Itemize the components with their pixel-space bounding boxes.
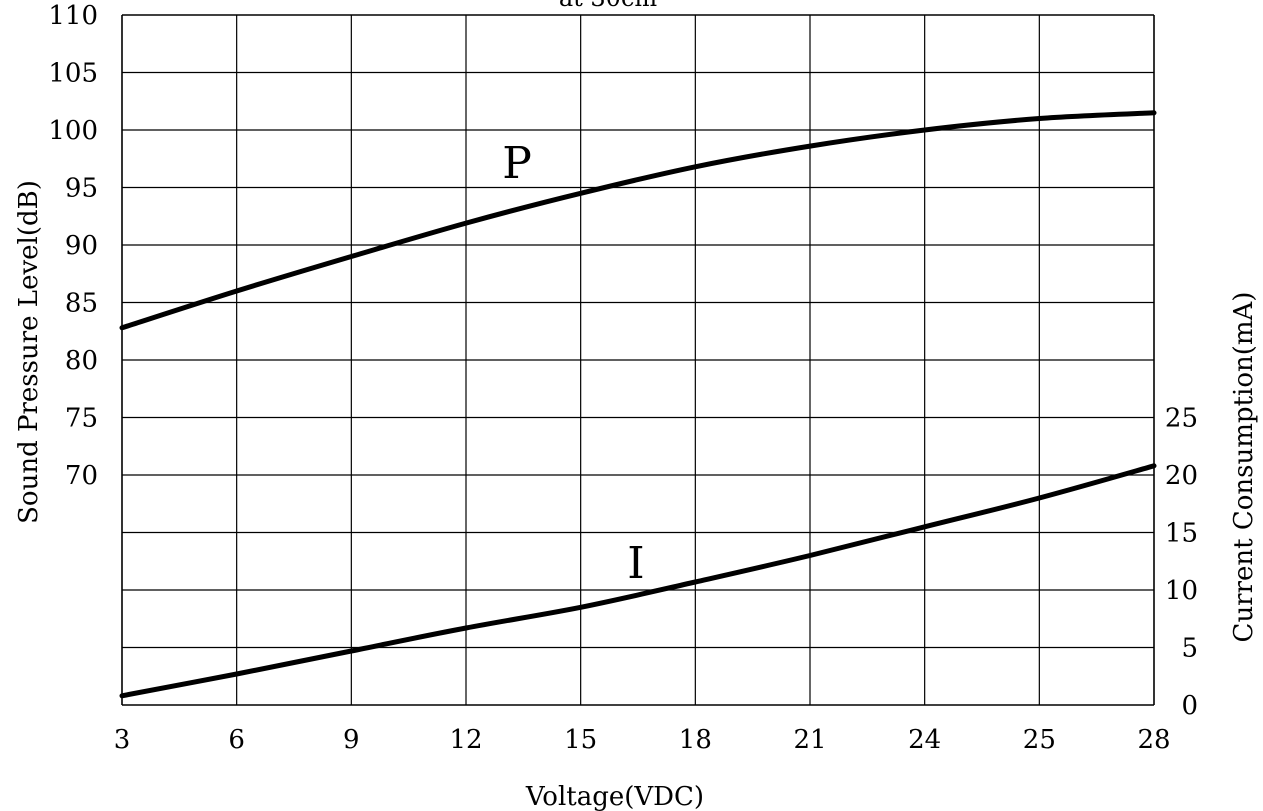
chart-title: at 30cm xyxy=(559,0,658,12)
curves xyxy=(119,110,1157,699)
x-axis-label: Voltage(VDC) xyxy=(525,782,704,811)
x-tick-label: 6 xyxy=(228,725,245,755)
y-tick-label: 95 xyxy=(65,174,98,204)
y2-tick-label: 10 xyxy=(1165,576,1198,606)
y2-axis-label: Current Consumption(mA) xyxy=(1229,292,1259,643)
y-tick-label: 110 xyxy=(48,1,98,31)
x-tick-label: 25 xyxy=(1023,725,1056,755)
y-tick-label: 80 xyxy=(65,346,98,376)
x-tick-label: 21 xyxy=(793,725,826,755)
x-tick-label: 18 xyxy=(679,725,712,755)
series-line-P xyxy=(119,110,1157,331)
y-tick-label: 90 xyxy=(65,231,98,261)
y2-tick-label: 15 xyxy=(1165,519,1198,549)
series-label-I: I xyxy=(627,538,644,589)
y2-tick-label: 0 xyxy=(1181,691,1198,721)
y2-tick-label: 25 xyxy=(1165,404,1198,434)
grid xyxy=(121,14,1155,706)
y-tick-label: 100 xyxy=(48,116,98,146)
y-tick-label: 105 xyxy=(48,59,98,89)
series-line-I xyxy=(119,463,1157,699)
x-tick-label: 12 xyxy=(449,725,482,755)
y-axis-label: Sound Pressure Level(dB) xyxy=(14,180,44,524)
series-label-P: P xyxy=(502,138,532,189)
x-tick-label: 28 xyxy=(1137,725,1170,755)
series-labels: PI xyxy=(502,138,645,589)
y-tick-label: 75 xyxy=(65,404,98,434)
x-tick-label: 3 xyxy=(114,725,131,755)
y-tick-label: 70 xyxy=(65,461,98,491)
x-tick-label: 9 xyxy=(343,725,360,755)
y-tick-label: 85 xyxy=(65,289,98,319)
x-tick-label: 24 xyxy=(908,725,941,755)
y2-tick-label: 5 xyxy=(1181,634,1198,664)
y-tick-labels: 70 75 80 85 90 95 100 105 110 xyxy=(48,1,98,491)
x-tick-labels: 3 6 9 12 15 18 21 24 25 28 xyxy=(114,725,1171,755)
y2-tick-labels: 0 5 10 15 20 25 xyxy=(1165,404,1198,722)
x-tick-label: 15 xyxy=(564,725,597,755)
y2-tick-label: 20 xyxy=(1165,461,1198,491)
